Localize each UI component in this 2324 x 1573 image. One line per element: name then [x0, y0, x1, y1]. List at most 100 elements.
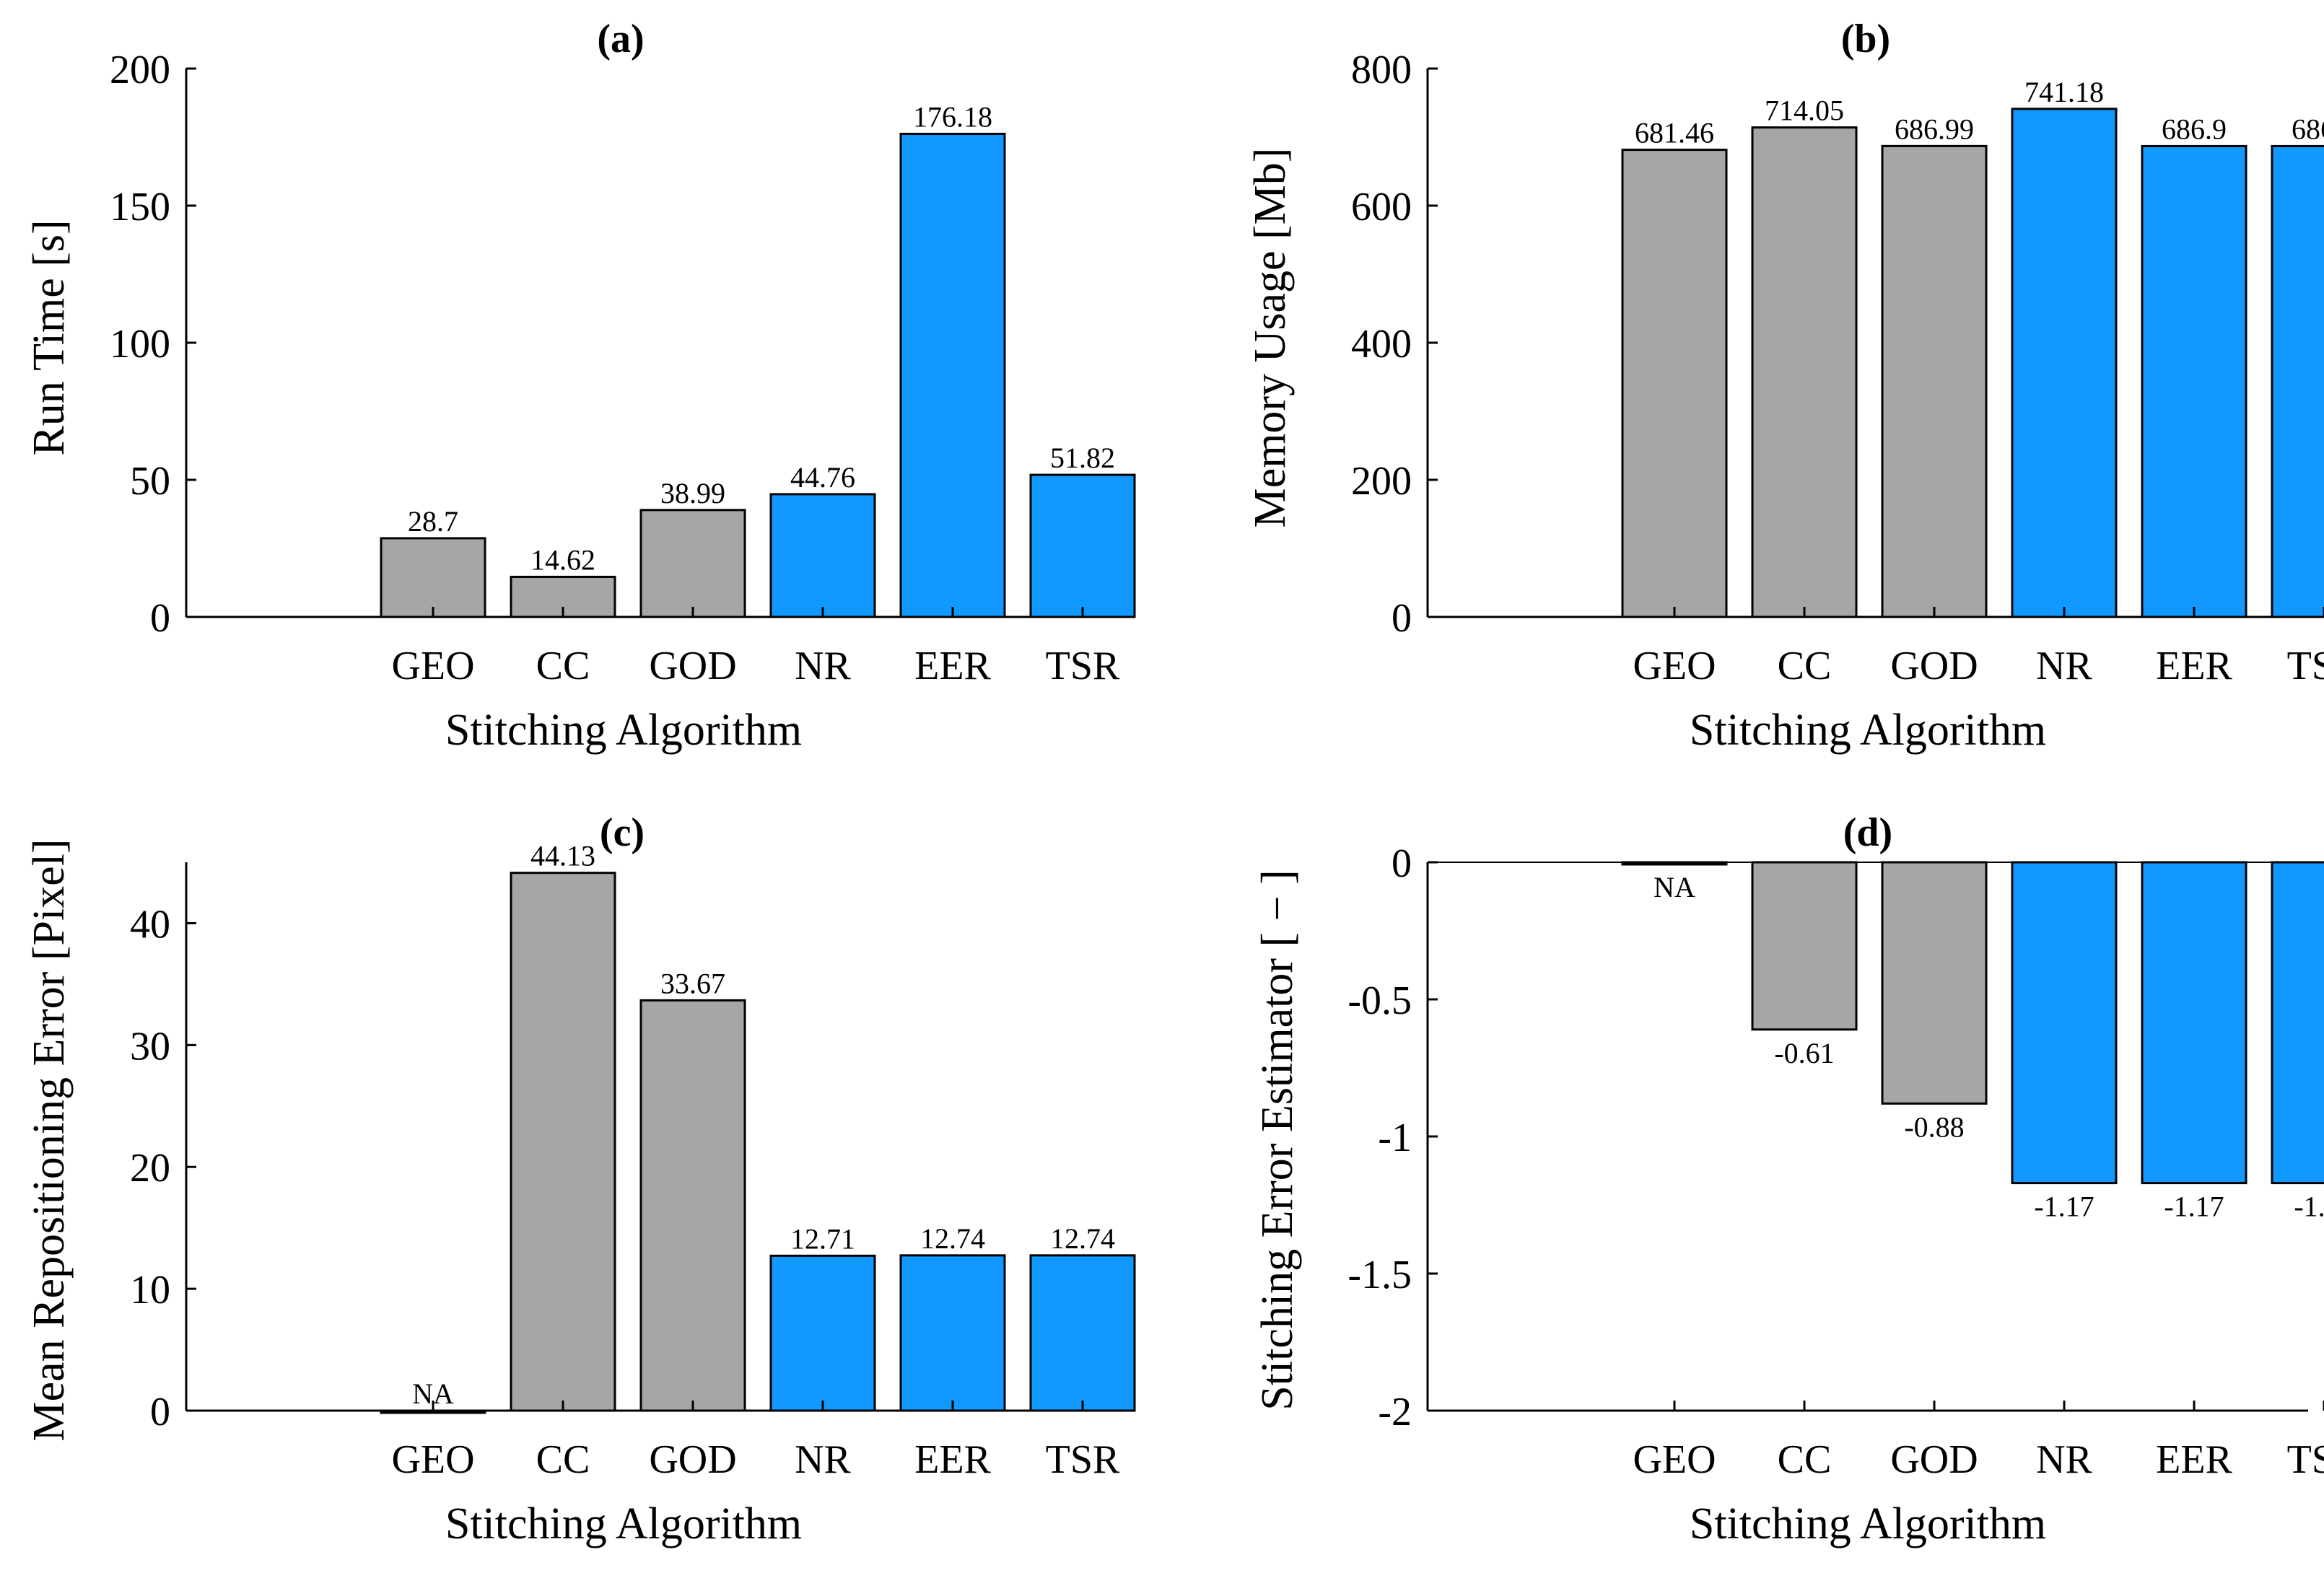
y-axis-label: Mean Repositioning Error [Pixel] [25, 838, 74, 1441]
x-tick-label: CC [536, 1437, 590, 1482]
y-axis-label: Stitching Error Estimator [ − ] [1253, 869, 1302, 1411]
x-tick-label: CC [1778, 1437, 1832, 1482]
bar-geo [380, 1409, 486, 1414]
bar-tsr [2271, 861, 2324, 1185]
data-label: 686.99 [1895, 113, 1974, 145]
x-tick-label: TSR [1046, 1437, 1120, 1482]
x-tick-label: NR [2036, 1437, 2092, 1482]
x-axis-label: Stitching Algorithm [1690, 706, 2046, 755]
y-tick-label: 150 [110, 185, 170, 229]
panel-title: (c) [600, 810, 645, 855]
chart-panel-b-memory-usage: (b) Memory Usage [Mb] Stitching Algorith… [1246, 17, 2324, 755]
y-tick-label: 40 [130, 902, 170, 947]
y-axis-label: Run Time [s] [25, 219, 74, 455]
y-tick-label: 20 [130, 1146, 170, 1191]
x-tick-label: GEO [1633, 644, 1716, 688]
data-label: -0.61 [1774, 1037, 1834, 1069]
bar-geo [1621, 861, 1728, 866]
chart-panel-c-repositioning-error: (c) Mean Repositioning Error [Pixel] Sti… [25, 810, 1136, 1548]
chart-panel-d-error-estimator: (d) Stitching Error Estimator [ − ] Stit… [1253, 810, 2324, 1548]
panel-title: (d) [1843, 810, 1892, 855]
bar-god [639, 999, 746, 1412]
y-tick-label: 0 [1392, 596, 1412, 641]
x-tick-label: NR [2036, 644, 2092, 688]
data-label: 33.67 [660, 967, 725, 999]
data-label: 44.13 [530, 840, 595, 872]
bar-tsr [1029, 1254, 1136, 1412]
data-label: 741.18 [2024, 76, 2104, 108]
bar-tsr [1029, 473, 1136, 618]
panel-title: (a) [597, 17, 644, 61]
bar-eer [2141, 861, 2247, 1185]
data-label: 28.7 [408, 505, 458, 538]
data-label: 12.74 [1050, 1222, 1115, 1255]
data-label: 176.18 [913, 101, 992, 133]
x-tick-label: EER [2156, 644, 2232, 688]
x-tick-label: EER [2156, 1437, 2232, 1482]
data-label: 12.71 [790, 1222, 855, 1255]
y-tick-label: 200 [1351, 459, 1412, 504]
panel-title: (b) [1841, 17, 1890, 61]
data-label: -1.17 [2294, 1191, 2324, 1223]
x-tick-label: CC [1778, 644, 1832, 688]
x-tick-label: GOD [649, 644, 736, 688]
x-tick-label: GOD [1890, 1437, 1978, 1482]
bar-geo [1621, 149, 1728, 618]
bar-cc [1751, 126, 1858, 618]
bar-cc [1751, 861, 1858, 1031]
y-tick-label: -2 [1378, 1390, 1412, 1434]
x-tick-label: GEO [391, 644, 474, 688]
y-tick-label: 30 [130, 1024, 170, 1069]
x-tick-label: TSR [1046, 644, 1120, 688]
y-tick-label: 50 [130, 459, 170, 504]
data-label: 681.46 [1635, 117, 1714, 149]
y-tick-label: -1 [1378, 1116, 1412, 1160]
bar-nr [2011, 861, 2118, 1185]
x-axis-label: Stitching Algorithm [445, 1499, 802, 1548]
bar-cc [510, 872, 616, 1412]
y-tick-label: 0 [150, 1390, 170, 1434]
x-tick-label: NR [795, 1437, 851, 1482]
y-tick-label: 0 [1392, 841, 1412, 886]
data-label: 686.9 [2162, 113, 2227, 145]
bar-geo [380, 537, 486, 618]
y-tick-label: -0.5 [1347, 978, 1412, 1023]
x-tick-label: TSR [2287, 644, 2324, 688]
data-label: -1.17 [2164, 1191, 2224, 1223]
bar-god [1881, 144, 1988, 618]
bar-god [639, 509, 746, 618]
x-tick-label: GEO [391, 1437, 474, 1482]
data-label: 12.74 [920, 1222, 985, 1255]
x-tick-label: TSR [2287, 1437, 2324, 1482]
bar-nr [769, 1254, 876, 1412]
data-label: 714.05 [1765, 95, 1844, 127]
x-tick-label: CC [536, 644, 590, 688]
data-label: 14.62 [530, 543, 595, 576]
y-tick-label: 0 [150, 596, 170, 641]
bar-nr [2011, 108, 2118, 618]
x-tick-label: EER [914, 1437, 991, 1482]
y-tick-label: 400 [1351, 322, 1412, 367]
bar-god [1881, 861, 1988, 1105]
x-tick-label: GEO [1633, 1437, 1716, 1482]
data-label: NA [1654, 871, 1695, 903]
y-tick-label: 100 [110, 322, 170, 367]
x-tick-label: GOD [649, 1437, 736, 1482]
x-tick-label: GOD [1890, 644, 1978, 688]
y-tick-label: 800 [1351, 48, 1412, 92]
x-axis-label: Stitching Algorithm [445, 706, 802, 755]
x-tick-label: NR [795, 644, 851, 688]
bar-nr [769, 493, 876, 618]
y-axis-label: Memory Usage [Mb] [1246, 148, 1295, 528]
bar-tsr [2271, 144, 2324, 618]
bar-eer [899, 1254, 1006, 1412]
bar-eer [2141, 144, 2247, 618]
data-label: 686.9 [2292, 113, 2324, 145]
data-label: 38.99 [660, 477, 725, 509]
y-tick-label: -1.5 [1347, 1253, 1412, 1297]
y-tick-label: 600 [1351, 185, 1412, 229]
x-tick-label: EER [914, 644, 991, 688]
bar-eer [899, 133, 1006, 618]
chart-panel-a-run-time: (a) Run Time [s] Stitching Algorithm 0 50… [25, 17, 1136, 755]
